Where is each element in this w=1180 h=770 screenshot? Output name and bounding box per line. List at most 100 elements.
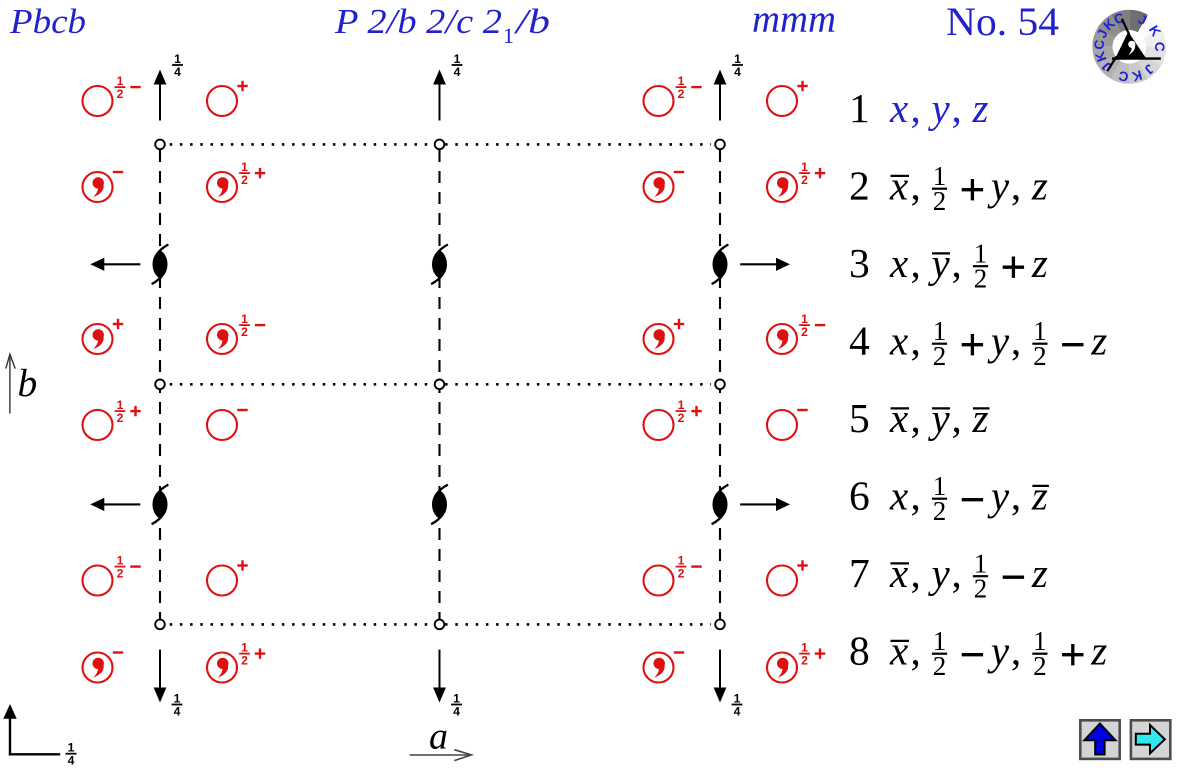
svg-text:2: 2 (678, 411, 685, 425)
svg-text:,: , (1011, 473, 1021, 519)
svg-text:2: 2 (974, 263, 988, 293)
svg-text:2: 2 (678, 567, 685, 581)
svg-text:z: z (1031, 473, 1048, 519)
svg-text:x: x (889, 550, 908, 596)
svg-text:1: 1 (454, 52, 461, 66)
svg-text:4: 4 (174, 65, 181, 79)
svg-text:1: 1 (678, 398, 685, 412)
svg-text:x: x (889, 240, 908, 286)
svg-text:1: 1 (849, 85, 870, 131)
svg-text:1: 1 (678, 74, 685, 88)
svg-text:y: y (928, 395, 951, 441)
svg-text:2: 2 (933, 186, 947, 216)
svg-text:,: , (911, 473, 921, 519)
svg-text:4: 4 (453, 705, 460, 719)
svg-text:1: 1 (974, 238, 988, 268)
svg-text:,: , (911, 318, 921, 364)
svg-text:z: z (1031, 550, 1048, 596)
svg-text:No. 54: No. 54 (946, 0, 1059, 44)
svg-text:8: 8 (849, 628, 870, 674)
svg-text:y: y (928, 550, 951, 596)
svg-text:1: 1 (241, 160, 248, 174)
svg-text:mmm: mmm (752, 0, 836, 41)
svg-text:K: K (1130, 67, 1144, 84)
svg-text:2: 2 (974, 573, 988, 603)
svg-text:,: , (911, 628, 921, 674)
svg-text:2: 2 (801, 325, 808, 339)
svg-text:x: x (889, 473, 908, 519)
svg-text:,: , (952, 240, 962, 286)
svg-text:2: 2 (1033, 341, 1047, 371)
svg-text:2: 2 (801, 173, 808, 187)
svg-text:4: 4 (68, 754, 75, 768)
svg-text:3: 3 (849, 240, 870, 286)
svg-text:z: z (1090, 628, 1107, 674)
svg-text:2: 2 (849, 163, 870, 209)
svg-text:4: 4 (849, 318, 870, 364)
svg-text:1: 1 (933, 161, 947, 191)
svg-text:1: 1 (801, 160, 808, 174)
svg-text:1: 1 (933, 316, 947, 346)
svg-text:z: z (972, 395, 989, 441)
svg-text:C: C (1117, 68, 1130, 85)
svg-text:,: , (1011, 628, 1021, 674)
svg-text:1: 1 (1033, 316, 1047, 346)
svg-text:2: 2 (678, 87, 685, 101)
svg-text:b: b (18, 361, 38, 405)
svg-text:1: 1 (174, 52, 181, 66)
svg-text:,: , (952, 550, 962, 596)
svg-text:1: 1 (503, 23, 514, 48)
svg-text:1: 1 (68, 741, 75, 755)
svg-text:z: z (972, 85, 989, 131)
svg-text:1: 1 (241, 640, 248, 654)
svg-text:2: 2 (117, 411, 124, 425)
svg-text:1: 1 (974, 548, 988, 578)
svg-text:2: 2 (117, 87, 124, 101)
svg-text:2: 2 (933, 341, 947, 371)
svg-text:1: 1 (933, 471, 947, 501)
svg-text:y: y (987, 163, 1010, 209)
svg-text:2: 2 (241, 325, 248, 339)
svg-text:P 2/b 2/c 2: P 2/b 2/c 2 (334, 2, 502, 41)
svg-text:,: , (952, 85, 962, 131)
svg-text:1: 1 (801, 312, 808, 326)
svg-text:6: 6 (849, 473, 870, 519)
svg-text:1: 1 (241, 312, 248, 326)
svg-text:,: , (1011, 318, 1021, 364)
svg-text:x: x (889, 628, 908, 674)
svg-text:,: , (911, 395, 921, 441)
svg-text:y: y (987, 318, 1010, 364)
svg-text:1: 1 (933, 626, 947, 656)
svg-text:x: x (889, 85, 908, 131)
svg-text:y: y (928, 240, 951, 286)
svg-text:x: x (889, 395, 908, 441)
svg-text:,: , (911, 550, 921, 596)
svg-text:1: 1 (678, 553, 685, 567)
svg-text:2: 2 (933, 496, 947, 526)
svg-text:4: 4 (174, 705, 181, 719)
svg-text:z: z (1090, 318, 1107, 364)
svg-text:4: 4 (734, 705, 741, 719)
svg-text:2: 2 (933, 651, 947, 681)
svg-text:a: a (429, 716, 448, 758)
svg-text:1: 1 (117, 398, 124, 412)
svg-text:y: y (987, 473, 1010, 519)
svg-text:1: 1 (117, 553, 124, 567)
svg-text:2: 2 (1033, 651, 1047, 681)
svg-text:1: 1 (734, 52, 741, 66)
svg-text:,: , (952, 395, 962, 441)
svg-text:C: C (1152, 42, 1167, 52)
svg-text:1: 1 (174, 691, 181, 705)
svg-text:1: 1 (1033, 626, 1047, 656)
svg-text:1: 1 (117, 74, 124, 88)
svg-text:4: 4 (454, 65, 461, 79)
svg-text:2: 2 (801, 654, 808, 668)
svg-text:x: x (889, 163, 908, 209)
svg-text:y: y (928, 85, 951, 131)
svg-text:7: 7 (849, 550, 870, 596)
svg-text:2: 2 (241, 173, 248, 187)
svg-text:C: C (1092, 39, 1108, 50)
svg-text:4: 4 (734, 65, 741, 79)
svg-text:1: 1 (734, 691, 741, 705)
svg-text:,: , (911, 163, 921, 209)
